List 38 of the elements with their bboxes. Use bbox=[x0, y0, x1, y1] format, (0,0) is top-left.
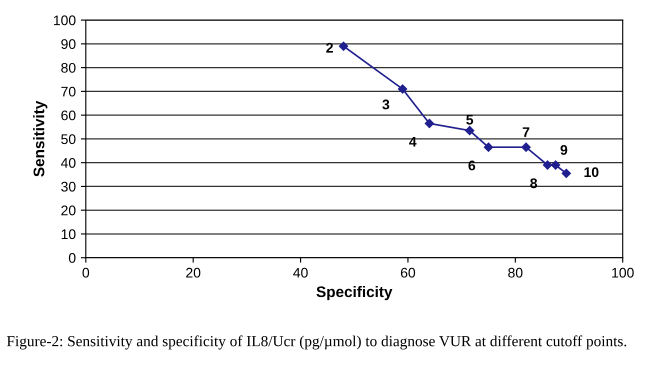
point bbox=[550, 160, 560, 170]
x-axis-title: Specificity bbox=[316, 286, 392, 300]
annotation: 6 bbox=[468, 160, 476, 170]
y-tick-label: 40 bbox=[60, 158, 76, 168]
x-tick-label: 20 bbox=[186, 268, 200, 278]
annotation: 5 bbox=[466, 114, 474, 125]
y-tick-label: 20 bbox=[61, 206, 76, 216]
point bbox=[338, 42, 348, 51]
y-tick-label: 80 bbox=[61, 62, 76, 73]
annotation: 10 bbox=[584, 167, 598, 178]
y-tick-label: 50 bbox=[61, 134, 76, 144]
x-tick-label: 80 bbox=[508, 268, 522, 278]
y-tick-label: 90 bbox=[61, 39, 76, 50]
annotation: 2 bbox=[326, 42, 333, 53]
point bbox=[465, 126, 474, 136]
annotation: 8 bbox=[530, 178, 538, 188]
y-tick-label: 10 bbox=[62, 229, 76, 240]
point bbox=[542, 160, 552, 170]
point bbox=[398, 84, 408, 94]
x-tick-label: 0 bbox=[82, 268, 90, 278]
point bbox=[484, 142, 494, 152]
x-tick-label: 40 bbox=[293, 268, 308, 278]
y-tick-label: 30 bbox=[61, 182, 76, 192]
x-tick-label: 100 bbox=[612, 268, 634, 278]
annotation: 3 bbox=[382, 100, 390, 110]
y-axis-title: Sensitivity bbox=[33, 100, 48, 177]
y-tick-label: 60 bbox=[61, 110, 76, 120]
x-tick-label: 60 bbox=[400, 268, 416, 278]
y-tick-label: 0 bbox=[68, 253, 76, 263]
point bbox=[424, 118, 434, 128]
point bbox=[562, 168, 571, 178]
y-tick-label: 70 bbox=[61, 86, 76, 97]
y-tick-label: 100 bbox=[54, 15, 76, 26]
annotation: 9 bbox=[560, 145, 568, 155]
point bbox=[521, 142, 531, 152]
annotation: 4 bbox=[409, 136, 417, 146]
annotation: 7 bbox=[522, 127, 530, 137]
text: Figure-2: Sensitivity and specificity of IL8/Ucr (pg/µmol) to diagnose VUR at different cutoff points. bbox=[6, 335, 626, 350]
